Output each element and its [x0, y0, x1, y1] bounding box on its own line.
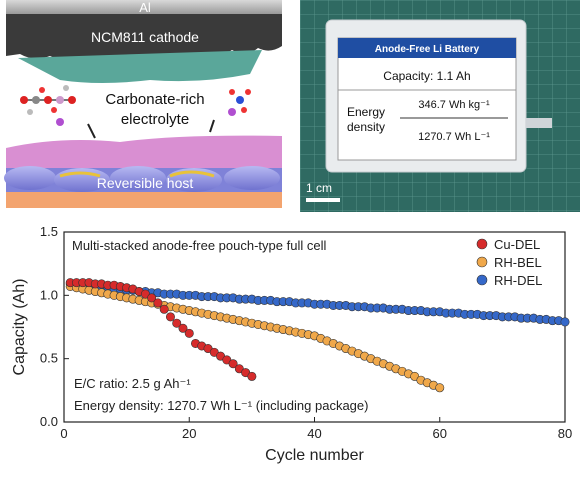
card-header [338, 38, 516, 58]
schematic-drawing: Al NCM811 cathode Carbonate-rich electro… [4, 0, 282, 208]
cell-tab [526, 118, 552, 128]
x-tick-label: 40 [307, 426, 321, 441]
legend-label: Cu-DEL [494, 237, 540, 252]
legend-marker [476, 238, 488, 250]
x-tick-label: 0 [60, 426, 67, 441]
y-tick-label: 0.0 [40, 414, 58, 429]
data-point-cu-del [153, 298, 163, 308]
photo-drawing: Anode-Free Li Battery Capacity: 1.1 Ah E… [300, 0, 580, 212]
y-tick-label: 1.5 [40, 224, 58, 239]
battery-photo: Anode-Free Li Battery Capacity: 1.1 Ah E… [300, 0, 580, 212]
data-point-cu-del [228, 359, 238, 369]
x-tick-label: 80 [558, 426, 572, 441]
x-axis-label: Cycle number [265, 447, 364, 464]
chart-title: Multi-stacked anode-free pouch-type full… [72, 238, 326, 253]
legend-marker [476, 274, 488, 286]
chart-svg: 0 20 40 60 80 0.0 0.5 1.0 1.5 Multi-stacked anod… [11, 224, 572, 464]
separator-layer [18, 50, 262, 83]
data-point-rh-bel [435, 383, 445, 393]
y-axis-label: Capacity (Ah) [11, 279, 28, 376]
cathode-label: NCM811 cathode [91, 29, 199, 45]
electrolyte-label-line2: electrolyte [121, 111, 189, 128]
data-point-cu-del [247, 371, 257, 381]
energy-value1: 346.7 Wh kg⁻¹ [418, 99, 490, 111]
y-tick-label: 1.0 [40, 287, 58, 302]
reversible-host-layer [4, 166, 282, 192]
x-tick-label: 20 [182, 426, 196, 441]
capacity-chart: 0 20 40 60 80 0.0 0.5 1.0 1.5 Multi-stacked anod… [0, 222, 580, 472]
battery-schematic: Al NCM811 cathode Carbonate-rich electro… [0, 0, 290, 212]
al-collector [6, 0, 282, 14]
card-title: Anode-Free Li Battery [375, 44, 480, 55]
energy-label-line2: density [347, 120, 385, 134]
data-point-cu-del [172, 318, 182, 328]
legend-marker [476, 256, 488, 268]
data-point-cu-del [159, 304, 169, 314]
carbonate-molecule-icon [20, 85, 76, 126]
capacity-text: Capacity: 1.1 Ah [383, 69, 470, 83]
data-point-cu-del [147, 293, 157, 303]
arrow-icon [209, 119, 215, 133]
cathode-layer [6, 14, 282, 62]
data-point-rh-del [560, 317, 570, 327]
al-label: Al [139, 0, 151, 15]
data-point-cu-del [184, 328, 194, 338]
substrate-layer [6, 192, 282, 208]
chart-legend: Cu-DEL RH-BEL RH-DEL [476, 237, 542, 288]
energy-label-line1: Energy [347, 105, 385, 119]
annotation-energy-density: Energy density: 1270.7 Wh L⁻¹ (including… [74, 398, 368, 413]
scale-label: 1 cm [306, 181, 332, 195]
arrow-icon [87, 123, 96, 139]
legend-label: RH-DEL [494, 273, 542, 288]
data-point-cu-del [165, 312, 175, 322]
host-label: Reversible host [97, 175, 194, 191]
label-card [337, 37, 517, 161]
energy-value2: 1270.7 Wh L⁻¹ [418, 131, 490, 143]
x-tick-label: 60 [433, 426, 447, 441]
data-point-cu-del [178, 323, 188, 333]
legend-label: RH-BEL [494, 255, 542, 270]
salt-molecule-icon [228, 89, 251, 116]
plot-frame [63, 231, 566, 423]
annotation-ec-ratio: E/C ratio: 2.5 g Ah⁻¹ [74, 376, 191, 391]
electrolyte-label-line1: Carbonate-rich [105, 91, 204, 108]
electrolyte-layer [6, 135, 282, 174]
scale-bar [306, 198, 340, 202]
y-tick-label: 0.5 [40, 351, 58, 366]
